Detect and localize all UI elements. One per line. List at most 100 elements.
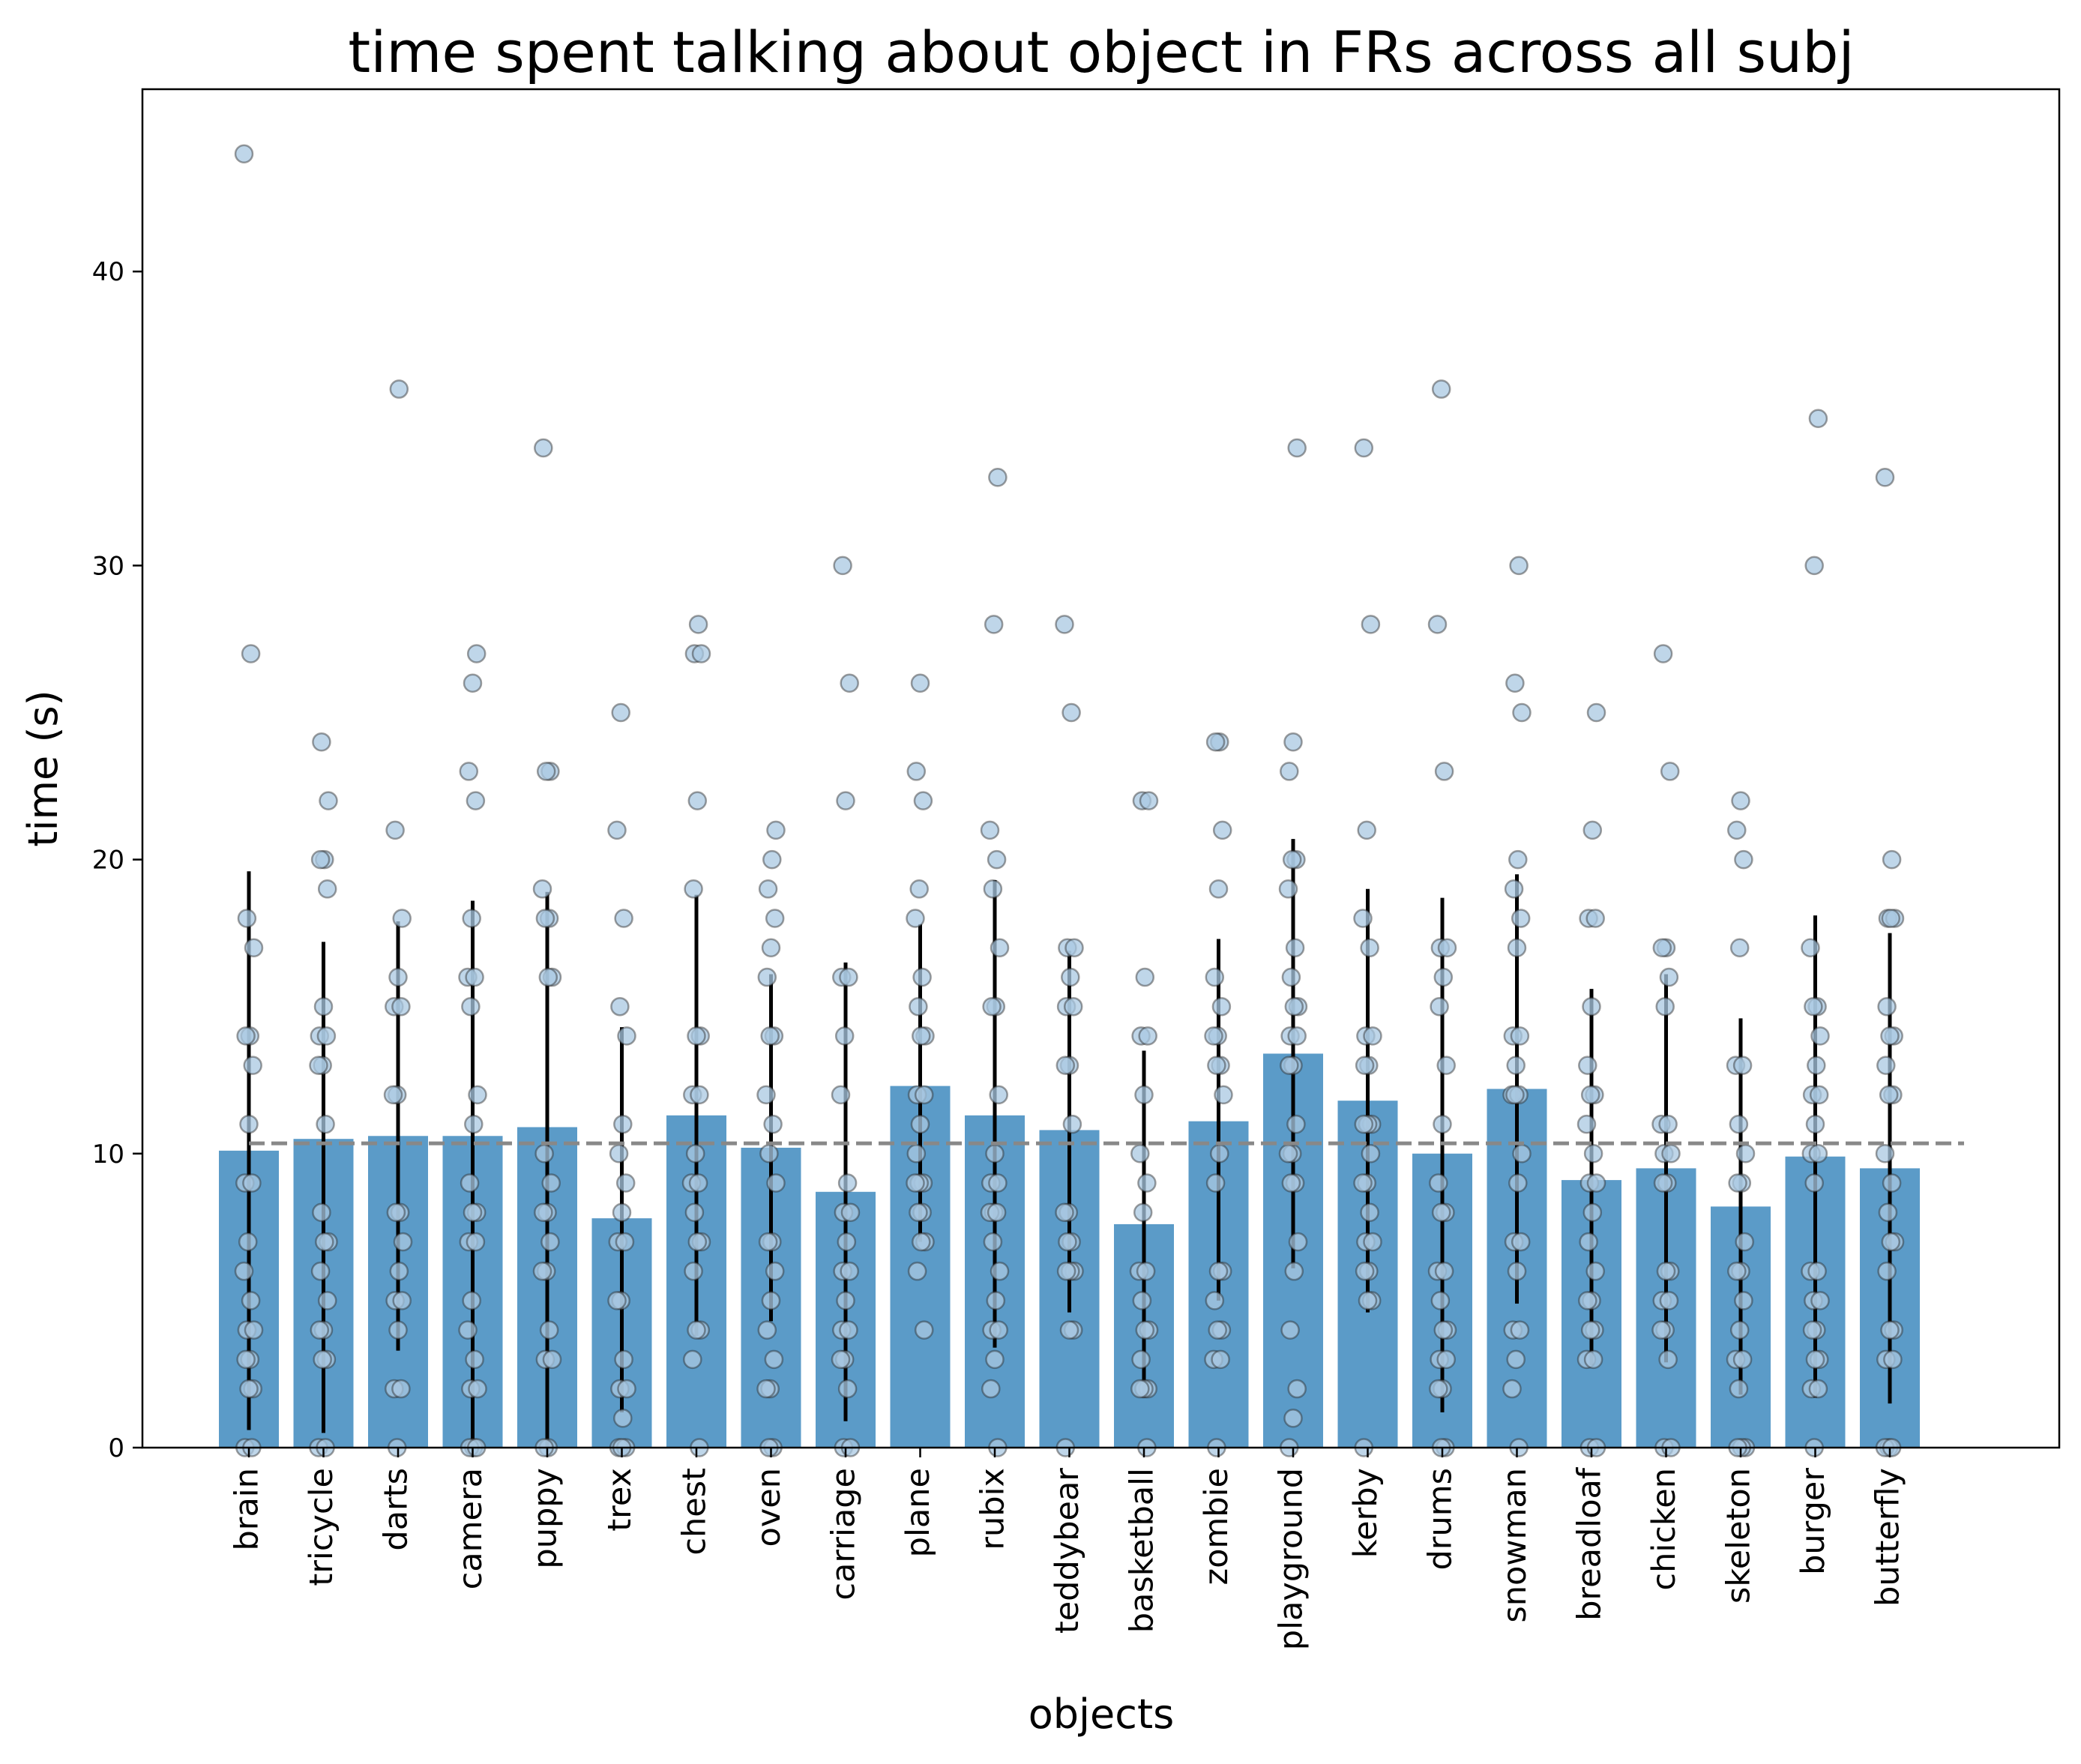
point-rubix [987, 849, 1007, 870]
point-brain [238, 1232, 258, 1252]
point-playground [1288, 1232, 1308, 1252]
point-puppy [540, 1232, 560, 1252]
point-drums [1436, 1056, 1456, 1075]
point-drums [1429, 1173, 1448, 1193]
point-snowman [1512, 1144, 1532, 1164]
point-carriage [831, 1349, 851, 1370]
point-drums [1431, 379, 1451, 399]
point-camera [462, 1291, 481, 1310]
point-darts [389, 1261, 409, 1281]
point-chicken [1661, 1144, 1681, 1164]
point-basketball [1135, 967, 1155, 987]
point-skeleton [1735, 1144, 1756, 1164]
point-oven [764, 1349, 784, 1370]
point-plane [912, 1232, 931, 1252]
point-zombie [1208, 879, 1229, 899]
point-camera [463, 1202, 483, 1222]
x-tick-label: zombie [1198, 1468, 1235, 1585]
point-chest [685, 1144, 705, 1164]
point-chest [691, 644, 711, 663]
point-kerby [1353, 909, 1373, 928]
point-rubix [987, 1202, 1007, 1222]
point-zombie [1208, 1320, 1227, 1340]
point-chest [688, 1173, 708, 1193]
point-teddybear [1064, 938, 1084, 957]
point-rubix [990, 938, 1010, 957]
point-teddybear [1058, 1232, 1077, 1252]
point-plane [912, 1026, 931, 1046]
point-oven [765, 909, 785, 928]
point-darts [388, 967, 408, 987]
point-burger [1801, 938, 1820, 957]
point-snowman [1508, 1173, 1528, 1193]
x-tick-label: camera [452, 1468, 490, 1589]
point-plane [906, 1144, 927, 1164]
point-skeleton [1735, 1232, 1754, 1252]
point-basketball [1139, 791, 1159, 810]
point-drums [1430, 996, 1449, 1017]
point-darts [392, 909, 412, 928]
point-plane [906, 909, 925, 928]
point-rubix [985, 1144, 1005, 1164]
y-axis: 0 10 20 30 40 [92, 257, 142, 1463]
point-camera [465, 967, 484, 987]
point-breadloaf [1576, 1114, 1597, 1134]
point-camera [458, 1320, 478, 1340]
point-trex [610, 996, 630, 1017]
point-carriage [839, 1320, 858, 1340]
point-chest [683, 1349, 702, 1370]
point-trex [617, 1379, 636, 1399]
point-kerby [1363, 1232, 1382, 1252]
point-snowman [1505, 1085, 1525, 1105]
point-trex [611, 702, 630, 723]
point-basketball [1137, 1173, 1157, 1193]
point-plane [910, 673, 930, 693]
point-chest [687, 1232, 708, 1252]
point-chicken [1653, 644, 1673, 663]
point-playground [1283, 732, 1303, 752]
point-plane [909, 879, 929, 899]
point-skeleton [1731, 791, 1750, 810]
point-butterfly [1877, 1261, 1897, 1281]
point-oven [758, 1232, 778, 1252]
point-zombie [1212, 820, 1232, 840]
point-snowman [1511, 1232, 1531, 1252]
point-teddybear [1061, 702, 1081, 723]
point-zombie [1211, 996, 1232, 1017]
point-basketball [1134, 1085, 1154, 1105]
y-tick-label: 10 [92, 1140, 124, 1170]
point-carriage [836, 791, 855, 810]
point-trex [615, 1173, 636, 1193]
point-breadloaf [1582, 820, 1603, 840]
point-trex [607, 820, 627, 840]
point-drums [1436, 1349, 1456, 1370]
point-plane [913, 791, 933, 810]
point-teddybear [1062, 1114, 1082, 1134]
point-plane [906, 1173, 925, 1193]
point-rubix [980, 820, 1000, 840]
point-snowman [1508, 849, 1528, 870]
point-playground [1284, 1261, 1304, 1281]
point-brain [237, 909, 257, 928]
point-carriage [834, 1026, 855, 1046]
x-tick-label: burger [1795, 1468, 1832, 1575]
x-tick-label: kerby [1347, 1468, 1385, 1558]
point-camera [468, 1085, 487, 1105]
point-brain [236, 1026, 256, 1046]
point-chest [688, 615, 708, 634]
point-trex [613, 1409, 633, 1428]
point-basketball [1135, 1320, 1155, 1340]
point-skeleton [1729, 1379, 1749, 1399]
point-butterfly [1878, 1202, 1898, 1222]
point-teddybear [1059, 1320, 1079, 1340]
point-chicken [1658, 1349, 1678, 1370]
x-tick-label: darts [378, 1468, 415, 1551]
point-drums [1429, 1379, 1448, 1399]
point-oven [763, 1114, 783, 1134]
point-teddybear [1055, 615, 1074, 634]
point-basketball [1130, 1144, 1150, 1164]
point-puppy [535, 909, 555, 928]
point-drums [1433, 1114, 1452, 1134]
point-playground [1287, 438, 1307, 458]
